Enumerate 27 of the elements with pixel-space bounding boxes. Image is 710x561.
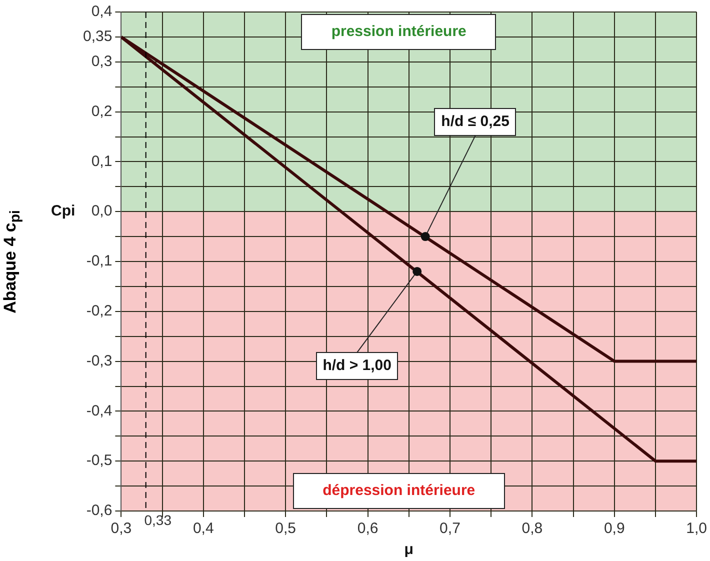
y-tick-label: -0,2 xyxy=(86,302,112,320)
callout-box: h/d > 1,00 xyxy=(316,352,398,380)
y-tick-label: 0,4 xyxy=(91,3,112,20)
y-tick-label: 0,3 xyxy=(91,53,112,70)
x-axis-title: μ xyxy=(404,541,414,558)
y-tick-label: 0,0 xyxy=(91,202,112,220)
label-box: pression intérieure xyxy=(301,14,496,50)
y-tick-label: -0,4 xyxy=(86,402,112,420)
x-tick-label: 0,5 xyxy=(275,520,296,538)
y-tick-label: 0,1 xyxy=(91,152,112,170)
y-tick-label: -0,1 xyxy=(86,252,112,270)
label-box: dépression intérieure xyxy=(292,473,506,509)
y-tick-label: -0,3 xyxy=(86,352,112,370)
y-tick-label: -0,6 xyxy=(86,502,112,520)
x-tick-label: 0,9 xyxy=(604,520,625,538)
x-tick-label: 0,8 xyxy=(522,520,543,538)
y-axis-title: Cpi xyxy=(51,202,76,220)
x-tick-label: 0,4 xyxy=(192,520,214,538)
y-tick-label: 0,35 xyxy=(82,28,112,46)
x-tick-label: 0,3 xyxy=(110,520,132,538)
y-tick-label: -0,5 xyxy=(86,452,112,470)
callout-box: h/d ≤ 0,25 xyxy=(434,108,516,136)
x-tick-label: 1,0 xyxy=(686,520,708,538)
ref-line-label: 0,33 xyxy=(144,512,172,528)
x-tick-label: 0,7 xyxy=(440,520,460,538)
y-tick-label: 0,2 xyxy=(91,102,112,120)
x-tick-label: 0,6 xyxy=(357,520,378,538)
